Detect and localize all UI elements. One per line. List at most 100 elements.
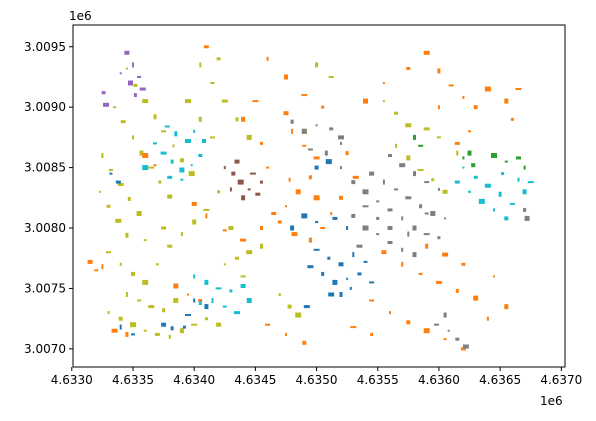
building-footprint — [241, 195, 246, 201]
building-footprint — [486, 316, 489, 321]
building-footprint — [522, 189, 527, 195]
building-footprint — [132, 62, 134, 68]
building-footprint — [127, 197, 131, 201]
building-footprint — [444, 217, 447, 220]
building-footprint — [106, 251, 111, 254]
building-footprint — [192, 219, 197, 225]
building-footprint — [120, 120, 126, 124]
y-tick-label: 3.0075 — [24, 281, 66, 295]
building-footprint — [249, 172, 256, 175]
building-footprint — [103, 102, 109, 107]
building-footprint — [328, 76, 334, 78]
building-footprint — [431, 178, 435, 182]
building-footprint — [363, 98, 368, 104]
building-footprint — [130, 322, 136, 328]
building-footprint — [362, 225, 369, 231]
building-footprint — [394, 188, 399, 191]
building-footprint — [437, 187, 440, 191]
building-footprint — [246, 134, 252, 140]
building-footprint — [321, 105, 325, 109]
building-footprint — [240, 238, 247, 242]
building-footprint — [202, 139, 206, 143]
building-footprint — [308, 237, 312, 243]
building-footprint — [413, 171, 416, 177]
building-footprint — [362, 205, 369, 208]
building-footprint — [172, 144, 175, 148]
building-footprint — [193, 274, 196, 279]
building-footprint — [101, 153, 104, 158]
building-footprint — [203, 208, 210, 211]
building-footprint — [170, 159, 174, 164]
building-footprint — [234, 159, 240, 164]
building-footprint — [223, 263, 226, 266]
building-footprint — [179, 158, 184, 163]
building-footprint — [504, 304, 509, 310]
building-footprint — [148, 305, 155, 309]
building-footprint — [425, 243, 429, 249]
building-footprint — [399, 163, 406, 168]
building-footprint — [191, 201, 197, 206]
building-footprint — [424, 181, 430, 184]
building-footprint — [406, 67, 411, 70]
building-footprint — [443, 338, 447, 341]
building-footprint — [387, 241, 393, 244]
building-footprint — [266, 166, 270, 169]
building-footprint — [229, 187, 232, 192]
building-footprint — [443, 312, 447, 318]
building-footprint — [167, 244, 173, 248]
building-footprint — [283, 111, 289, 116]
building-footprint — [504, 98, 509, 104]
building-footprint — [108, 169, 113, 171]
x-tick-label: 4.6355 — [357, 373, 399, 387]
building-footprint — [430, 211, 436, 216]
building-footprint — [173, 298, 179, 303]
x-tick-label: 4.6370 — [540, 373, 582, 387]
building-footprint — [111, 328, 118, 333]
building-footprint — [252, 100, 259, 103]
building-footprint — [228, 226, 234, 230]
building-footprint — [349, 286, 352, 290]
building-footprint — [388, 154, 392, 157]
building-footprint — [125, 292, 128, 297]
y-axis-offset-label: 1e6 — [69, 9, 92, 23]
building-footprint — [515, 88, 522, 90]
building-footprint — [447, 329, 450, 332]
building-footprint — [382, 179, 385, 185]
building-footprint — [115, 218, 122, 223]
building-footprint — [382, 100, 385, 103]
building-footprint — [234, 311, 240, 315]
building-footprint — [460, 347, 466, 351]
building-footprint — [139, 87, 146, 91]
building-footprint — [101, 91, 106, 95]
building-footprint — [216, 57, 221, 61]
building-footprint — [484, 86, 491, 92]
building-footprint — [185, 314, 191, 316]
building-footprint — [419, 204, 423, 209]
building-footprint — [119, 324, 122, 330]
building-footprint — [478, 198, 485, 204]
building-footprint — [523, 165, 526, 170]
building-footprint — [407, 231, 410, 237]
x-tick-label: 4.6345 — [234, 373, 276, 387]
building-footprint — [125, 232, 129, 238]
building-footprint — [153, 164, 157, 167]
building-footprint — [199, 62, 202, 68]
building-footprint — [125, 67, 128, 70]
building-footprint — [462, 96, 465, 99]
building-footprint — [395, 143, 398, 148]
building-footprint — [179, 328, 184, 334]
building-footprint — [401, 247, 404, 252]
x-tick-label: 4.6330 — [51, 373, 93, 387]
building-footprint — [321, 271, 325, 276]
building-footprint — [498, 191, 502, 197]
building-footprint — [295, 312, 302, 318]
building-footprint — [240, 275, 246, 278]
building-footprint — [295, 189, 301, 195]
building-footprint — [125, 331, 129, 337]
building-footprint — [501, 172, 505, 176]
building-footprint — [285, 205, 287, 208]
building-footprint — [237, 179, 244, 185]
building-footprint — [423, 233, 430, 236]
building-footprint — [101, 264, 104, 270]
